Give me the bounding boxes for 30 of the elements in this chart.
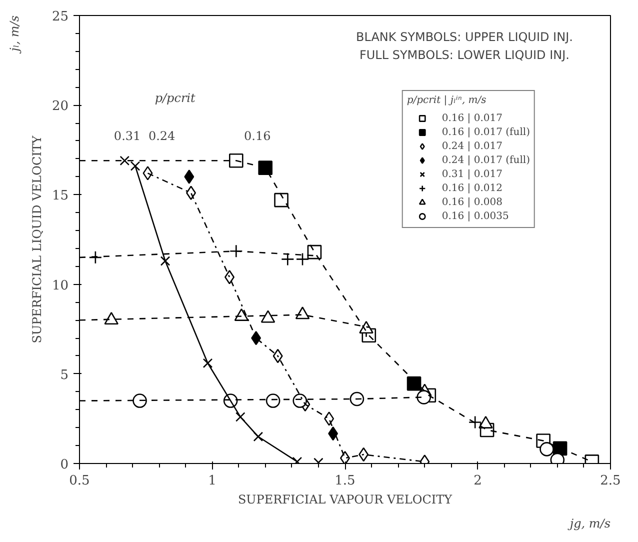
legend-label: 0.24 | 0.017 bbox=[442, 140, 502, 152]
legend-label: 0.16 | 0.008 bbox=[442, 196, 502, 208]
annotation: 0.24 bbox=[148, 129, 176, 144]
legend-label: 0.16 | 0.017 bbox=[442, 112, 502, 124]
annotation: 0.16 bbox=[244, 129, 271, 144]
y-tick-label: 25 bbox=[52, 10, 69, 24]
annotation: FULL SYMBOLS: LOWER LIQUID INJ. bbox=[359, 48, 570, 62]
x-tick-label: 1 bbox=[208, 474, 216, 488]
y-tick-label: 10 bbox=[52, 278, 69, 294]
legend-title: p/pcrit | jₗⁱⁿ, m/s bbox=[406, 95, 488, 106]
x-axis-title: SUPERFICIAL VAPOUR VELOCITY bbox=[238, 492, 454, 506]
y-tick-label: 15 bbox=[52, 188, 69, 204]
legend-label: 0.24 | 0.017 (full) bbox=[442, 154, 530, 166]
y-tick-label: 20 bbox=[52, 99, 69, 114]
x-tick-label: 0.5 bbox=[69, 474, 90, 488]
annotation: BLANK SYMBOLS: UPPER LIQUID INJ. bbox=[356, 30, 573, 44]
legend-label: 0.16 | 0.0035 bbox=[442, 210, 509, 222]
legend-label: 0.16 | 0.017 (full) bbox=[442, 126, 530, 138]
legend-label: 0.31 | 0.017 bbox=[442, 168, 502, 180]
annotation: 0.31 bbox=[114, 129, 141, 144]
annotation: p/pcrit bbox=[154, 90, 196, 105]
y-tick-label: 5 bbox=[60, 368, 69, 383]
y-axis-title: SUPERFICIAL LIQUID VELOCITY bbox=[30, 134, 44, 344]
x-tick-label: 1.5 bbox=[334, 474, 356, 488]
x-tick-label: 2.5 bbox=[600, 474, 621, 488]
x-tick-label: 2 bbox=[474, 474, 482, 488]
legend-label: 0.16 | 0.012 bbox=[442, 182, 502, 194]
y-tick-label: 0 bbox=[60, 458, 69, 472]
text: jₗ, m/s bbox=[8, 16, 22, 54]
text: jg, m/s bbox=[566, 516, 611, 530]
